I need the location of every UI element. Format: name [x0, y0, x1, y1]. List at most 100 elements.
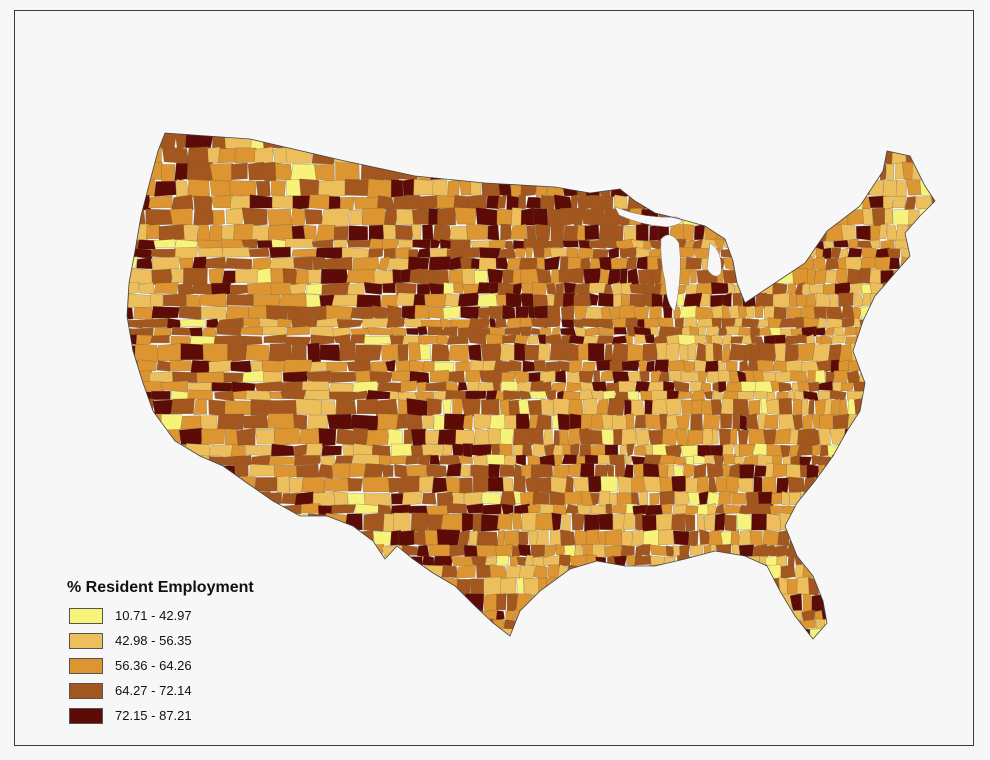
county-cell [373, 270, 394, 285]
county-cell [797, 428, 813, 446]
county-cell [372, 610, 395, 621]
county-cell [330, 372, 357, 383]
county-cell [796, 576, 810, 596]
county-cell [390, 504, 411, 514]
county-cell [561, 609, 574, 622]
county-cell [457, 530, 471, 548]
county-cell [815, 564, 832, 580]
county-cell [481, 492, 503, 505]
county-cell [579, 594, 597, 612]
county-cell [504, 454, 517, 466]
county-cell [951, 163, 960, 181]
county-cell [698, 326, 706, 336]
county-cell [186, 161, 213, 182]
county-cell [801, 326, 817, 337]
county-cell [488, 463, 501, 479]
county-cell [345, 564, 366, 580]
county-cell [627, 195, 645, 211]
county-cell [906, 414, 925, 430]
county-cell [737, 564, 752, 577]
county-cell [568, 335, 585, 345]
county-cell [331, 627, 348, 639]
county-cell [695, 644, 708, 661]
county-cell [892, 628, 910, 639]
county-cell [559, 256, 569, 271]
county-cell [136, 545, 157, 558]
county-cell [729, 427, 738, 446]
county-cell [704, 360, 719, 374]
county-cell [179, 476, 196, 494]
county-cell [805, 529, 818, 546]
county-cell [852, 307, 862, 321]
county-cell [445, 382, 460, 391]
county-cell [926, 328, 935, 337]
county-cell [929, 555, 935, 567]
county-cell [689, 629, 704, 639]
county-cell [355, 618, 377, 631]
county-cell [659, 179, 671, 198]
county-cell [838, 513, 848, 533]
county-cell [778, 413, 795, 432]
county-cell [904, 444, 917, 455]
county-cell [639, 370, 650, 384]
county-cell [880, 305, 898, 320]
county-cell [609, 223, 624, 242]
county-cell [741, 318, 760, 328]
county-cell [222, 247, 251, 258]
county-cell [254, 477, 278, 492]
county-cell [236, 428, 256, 446]
county-cell [447, 179, 460, 197]
county-cell [620, 545, 635, 557]
county-cell [450, 556, 474, 566]
county-cell [547, 305, 561, 320]
county-cell [439, 133, 458, 150]
county-cell [703, 133, 717, 134]
county-cell [609, 493, 619, 506]
county-cell [912, 257, 931, 270]
county-cell [948, 457, 963, 464]
county-cell [197, 247, 224, 258]
county-cell [655, 342, 668, 363]
county-cell [290, 342, 307, 362]
county-cell [127, 444, 133, 457]
county-cell [901, 427, 914, 446]
county-cell [767, 195, 782, 210]
county-cell [905, 576, 923, 597]
county-cell [766, 513, 782, 531]
county-cell [945, 530, 955, 545]
county-cell [860, 564, 873, 579]
county-cell [171, 194, 194, 210]
county-cell [784, 163, 801, 181]
county-cell [776, 477, 790, 494]
county-cell [742, 609, 755, 622]
county-cell [639, 490, 649, 507]
county-cell [678, 179, 695, 197]
county-cell [421, 133, 443, 148]
county-cell [612, 618, 622, 630]
county-cell [934, 179, 935, 198]
county-cell [305, 283, 324, 295]
county-cell [736, 240, 753, 250]
county-cell [344, 513, 363, 531]
county-cell [333, 566, 349, 579]
county-cell [265, 545, 278, 556]
county-cell [832, 610, 845, 622]
county-cell [386, 317, 405, 329]
county-cell [462, 443, 473, 458]
county-cell [596, 147, 608, 165]
county-cell [748, 428, 765, 446]
county-cell [433, 223, 452, 242]
county-cell [858, 475, 872, 494]
county-cell [658, 529, 674, 546]
county-cell [231, 162, 248, 180]
county-cell [537, 147, 553, 165]
county-cell [945, 283, 954, 294]
county-cell [907, 317, 924, 329]
county-cell [388, 258, 409, 271]
county-cell [560, 529, 576, 546]
county-cell [951, 399, 958, 415]
county-cell [863, 415, 877, 431]
county-cell [906, 359, 919, 373]
county-cell [506, 317, 521, 328]
county-cell [471, 133, 490, 149]
